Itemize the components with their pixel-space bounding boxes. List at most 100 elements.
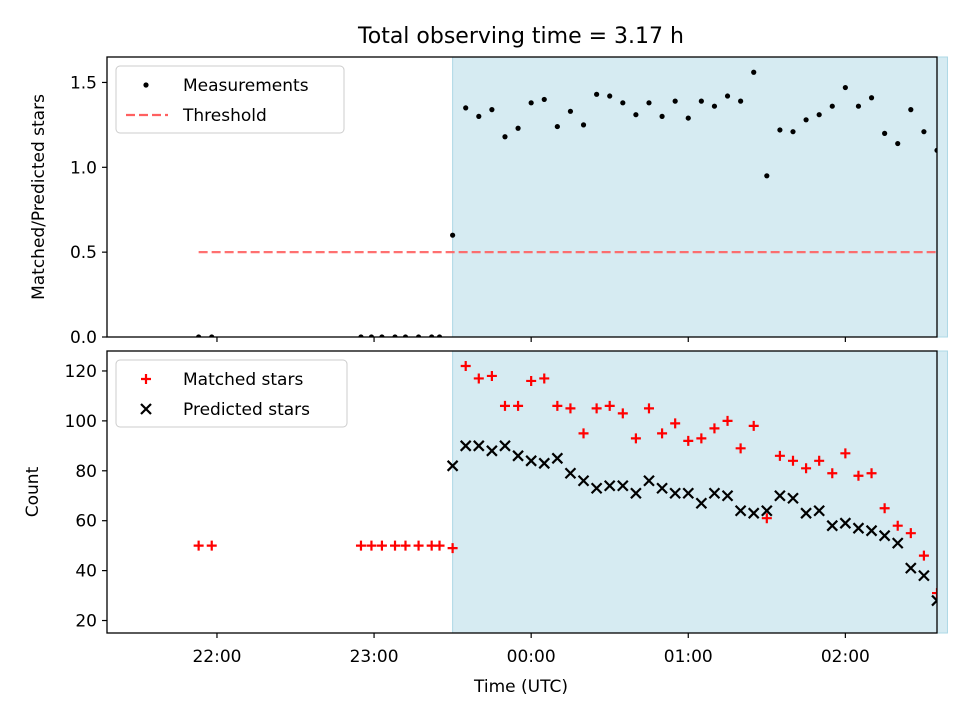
- x-axis-label: Time (UTC): [473, 677, 568, 697]
- measurement-point: [724, 93, 731, 99]
- matched-star-point: [376, 540, 387, 551]
- matched-star-point: [486, 370, 497, 381]
- predicted-star-point: [603, 479, 616, 492]
- measurement-point: [502, 134, 508, 140]
- measurement-point: [698, 98, 704, 104]
- matched-star-point: [499, 400, 510, 411]
- predicted-star-point: [708, 487, 721, 500]
- predicted-star-point: [459, 440, 472, 452]
- matched-star-point: [447, 543, 458, 554]
- matched-star-point: [355, 540, 366, 551]
- matched-star-point: [866, 468, 877, 479]
- measurement-point: [882, 130, 888, 136]
- top-panel: 0.0 0.5 1.0 1.5 Matched/Predicted stars Measu…: [29, 56, 948, 348]
- matched-star-point: [787, 455, 798, 466]
- predicted-star-point: [486, 445, 498, 457]
- y-tick-label: 120: [65, 362, 97, 382]
- measurement-point: [751, 69, 757, 75]
- matched-star-point: [390, 540, 401, 551]
- predicted-star-point: [813, 504, 825, 517]
- measurement-point: [515, 125, 521, 131]
- predicted-star-point: [918, 569, 930, 582]
- matched-star-point: [748, 420, 759, 431]
- predicted-star-point: [878, 529, 891, 542]
- predicted-star-point: [865, 524, 878, 537]
- legend: Measurements Threshold: [115, 65, 345, 134]
- predicted-star-point: [499, 440, 511, 452]
- predicted-star-point: [512, 450, 524, 462]
- legend-marker: [143, 82, 149, 88]
- matched-star-point: [709, 423, 720, 434]
- matched-star-point: [434, 540, 445, 551]
- measurement-point: [790, 129, 796, 135]
- x-tick-label: 23:00: [350, 647, 399, 667]
- predicted-star-point: [630, 487, 642, 500]
- matched-star-point: [617, 408, 628, 419]
- matched-star-point: [761, 513, 772, 524]
- predicted-star-point: [852, 522, 865, 534]
- predicted-star-point: [891, 537, 904, 549]
- y-tick-label: 80: [75, 462, 97, 482]
- measurement-point: [829, 103, 835, 109]
- chart-title: Total observing time = 3.17 h: [357, 24, 684, 49]
- matched-star-point: [643, 403, 654, 414]
- measurement-point: [541, 96, 547, 103]
- predicted-star-point: [473, 440, 485, 452]
- predicted-star-point: [695, 497, 708, 510]
- predicted-star-point: [931, 594, 937, 607]
- legend-marker: [141, 374, 151, 384]
- matched-star-point: [892, 520, 903, 531]
- y-tick-label: 20: [75, 612, 97, 632]
- matched-star-point: [413, 540, 424, 551]
- x-tick-label: 22:00: [192, 647, 241, 667]
- legend-marker: [140, 403, 152, 415]
- matched-star-point: [513, 400, 524, 411]
- observing-window-shade: [452, 56, 948, 338]
- matched-star-point: [722, 415, 733, 426]
- predicted-star-point: [734, 504, 747, 517]
- predicted-star-point: [721, 489, 734, 502]
- matched-star-point: [814, 455, 825, 466]
- predicted-star-point: [905, 562, 917, 574]
- measurement-point: [908, 107, 914, 113]
- predicted-star-point: [774, 489, 786, 502]
- predicted-star-point: [839, 517, 852, 529]
- matched-star-point: [526, 375, 537, 386]
- matched-star-point: [657, 428, 668, 439]
- matched-star-point: [539, 373, 550, 384]
- matched-star-point: [840, 448, 851, 459]
- legend-label: Predicted stars: [183, 400, 310, 420]
- matched-star-point: [565, 403, 576, 414]
- measurement-point: [620, 100, 626, 106]
- legend-label: Threshold: [182, 106, 267, 126]
- measurement-point: [685, 115, 691, 121]
- matched-star-point: [853, 470, 864, 481]
- predicted-star-point: [787, 492, 799, 505]
- measurement-point: [895, 140, 901, 147]
- y-tick-label: 60: [75, 512, 97, 532]
- y-axis-label: Count: [23, 466, 43, 517]
- matched-star-point: [400, 540, 411, 551]
- predicted-star-point: [643, 474, 655, 487]
- matched-star-point: [206, 540, 217, 551]
- measurement-point: [528, 100, 534, 106]
- predicted-star-point: [577, 474, 590, 487]
- predicted-star-point: [446, 460, 459, 472]
- measurement-point: [738, 98, 744, 104]
- y-tick-label: 0.0: [70, 328, 97, 348]
- measurement-point: [594, 91, 600, 97]
- matched-star-point: [774, 450, 785, 461]
- matched-star-point: [193, 540, 204, 551]
- measurement-point: [855, 103, 862, 109]
- matched-star-point: [932, 588, 937, 599]
- matched-star-point: [460, 360, 471, 371]
- measurement-point: [450, 232, 456, 238]
- measurement-point: [554, 123, 560, 130]
- measurement-point: [659, 113, 665, 119]
- predicted-star-point: [656, 482, 668, 495]
- measurement-point: [489, 107, 495, 113]
- y-tick-label: 100: [65, 412, 97, 432]
- matched-star-point: [591, 403, 602, 414]
- matched-star-point: [905, 528, 916, 539]
- measurement-point: [842, 84, 848, 91]
